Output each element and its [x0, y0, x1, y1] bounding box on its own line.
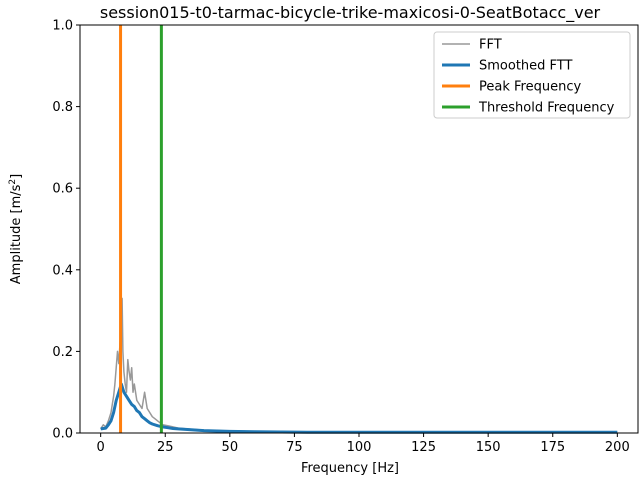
x-tick-label: 125: [411, 440, 436, 455]
series-line-fft: [100, 297, 618, 433]
y-axis-label: Amplitude [m/s2]: [8, 174, 24, 284]
x-tick-label: 50: [222, 440, 239, 455]
legend: FFT Smoothed FTT Peak Frequency Threshold F…: [433, 31, 631, 119]
y-axis: 0.0 0.2 0.4 0.6 0.8 1.0: [52, 19, 80, 442]
y-axis-label-superscript: 2: [8, 179, 18, 185]
y-tick-label: 0.8: [52, 100, 73, 115]
x-tick-label: 175: [540, 440, 565, 455]
y-tick-label: 1.0: [52, 19, 73, 34]
y-axis-label-main: Amplitude [m/s: [9, 184, 24, 284]
x-axis-label: Frequency [Hz]: [301, 461, 399, 476]
x-tick-label: 0: [97, 440, 105, 455]
x-axis: 0 25 50 75 100 125 150 175 200: [97, 433, 630, 455]
x-tick-label: 100: [347, 440, 372, 455]
legend-label: Smoothed FTT: [479, 59, 573, 74]
legend-label: Threshold Frequency: [478, 101, 615, 116]
legend-items: FFT Smoothed FTT Peak Frequency Threshold F…: [442, 38, 615, 116]
x-tick-label: 150: [476, 440, 501, 455]
y-tick-label: 0.0: [52, 427, 73, 442]
legend-label: Peak Frequency: [479, 80, 581, 95]
y-axis-label-end: ]: [9, 174, 24, 179]
legend-label: FFT: [479, 38, 502, 53]
y-tick-label: 0.2: [52, 345, 73, 360]
y-tick-label: 0.6: [52, 182, 73, 197]
plot-area: [100, 25, 618, 434]
chart-title: session015-t0-tarmac-bicycle-trike-maxic…: [100, 3, 601, 23]
legend-box: [433, 31, 631, 119]
x-tick-label: 200: [605, 440, 630, 455]
series-line-smoothed-ftt: [100, 382, 618, 434]
x-tick-label: 25: [157, 440, 174, 455]
x-tick-label: 75: [286, 440, 303, 455]
y-tick-label: 0.4: [52, 263, 73, 278]
